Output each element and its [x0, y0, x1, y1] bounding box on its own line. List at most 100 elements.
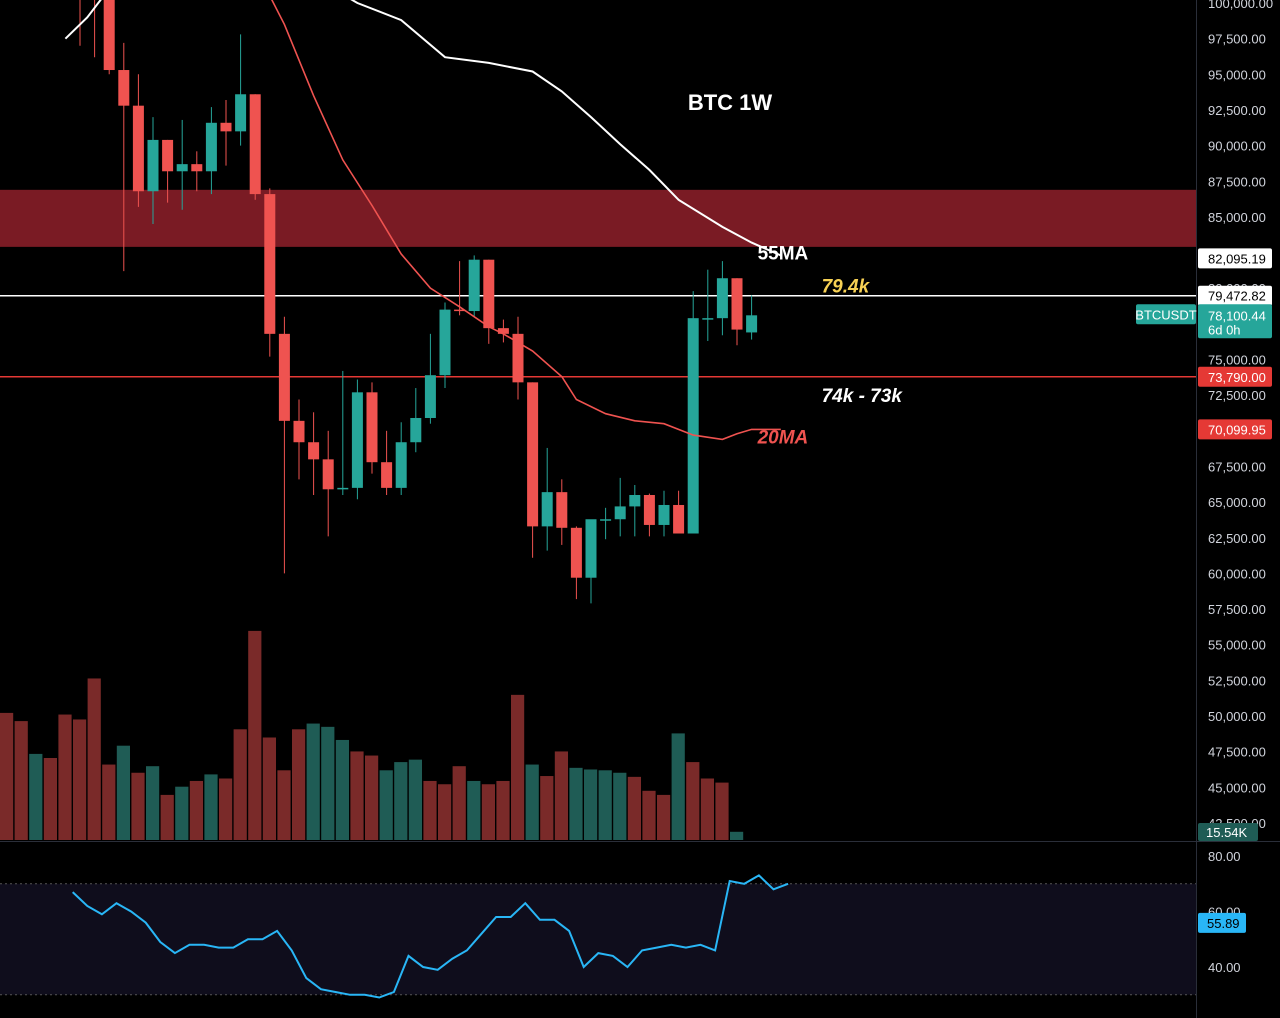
candle-body — [702, 318, 714, 320]
volume-bar — [467, 780, 481, 840]
price-tick-label: 45,000.00 — [1208, 780, 1266, 795]
level-tag-box — [1198, 366, 1272, 387]
candle-body — [147, 139, 159, 192]
candle-body — [468, 259, 480, 312]
volume-bar — [233, 729, 247, 840]
candle-body — [497, 328, 509, 334]
volume-bar — [58, 714, 72, 840]
volume-bars-layer — [0, 630, 744, 840]
price-tick-label: 72,500.00 — [1208, 388, 1266, 403]
level-tag-box — [1198, 285, 1272, 306]
volume-bar — [87, 678, 101, 840]
volume-bar — [408, 759, 422, 840]
candle-body — [570, 527, 582, 578]
annotations-layer: BTC 1W 55MA 79.4k 74k - 73k 20MA — [688, 90, 903, 449]
candle-body — [556, 492, 568, 528]
candle-body — [308, 442, 320, 460]
ma20-line — [271, 0, 781, 441]
volume-bar — [686, 762, 700, 840]
candle-body — [191, 164, 203, 172]
price-tick-label: 87,500.00 — [1208, 174, 1266, 189]
volume-bar — [204, 774, 218, 840]
rsi-band-background — [0, 883, 1196, 995]
volume-bar — [306, 723, 320, 840]
pane-separator — [0, 841, 1280, 842]
volume-tag: 15.54K — [1206, 825, 1248, 840]
volume-bar — [321, 726, 335, 840]
volume-bar — [379, 770, 393, 840]
current-price-box — [1198, 304, 1272, 339]
volume-bar — [73, 719, 87, 840]
candle-body — [746, 315, 758, 333]
candle-body — [439, 309, 451, 376]
candle-body — [614, 506, 626, 520]
current-price: 78,100.44 — [1208, 308, 1266, 323]
candle-body — [278, 333, 290, 421]
price-tick-label: 62,500.00 — [1208, 531, 1266, 546]
rsi-tick-label: 40.00 — [1208, 960, 1241, 975]
candle-body — [176, 164, 188, 172]
axis-border — [1196, 0, 1197, 1018]
volume-bar — [146, 766, 160, 840]
candle-body — [381, 462, 393, 488]
price-tick-label: 55,000.00 — [1208, 638, 1266, 653]
volume-bar — [613, 772, 627, 840]
price-tag: 82,095.19 — [1208, 251, 1266, 266]
price-tick-label: 100,000.00 — [1208, 0, 1273, 11]
price-tick-label: 52,500.00 — [1208, 673, 1266, 688]
level-tag: 79,472.82 — [1208, 289, 1266, 304]
candle-body — [351, 392, 363, 488]
candle-body — [424, 375, 436, 418]
volume-bar — [262, 737, 276, 840]
candle-body — [220, 122, 232, 132]
volume-bar — [102, 764, 116, 840]
volume-bar — [175, 786, 189, 840]
volume-bar — [598, 770, 612, 840]
volume-bar — [29, 753, 43, 840]
price-tag: 70,099.95 — [1208, 422, 1266, 437]
volume-bar — [160, 794, 174, 840]
candle-countdown: 6d 0h — [1208, 322, 1241, 337]
candle-body — [103, 0, 115, 71]
price-tags-layer: 82,095.19 70,099.95 79,472.82 73,790.00 78,1… — [1135, 248, 1272, 933]
candle-body — [673, 504, 685, 534]
annotation-label: 79.4k — [822, 276, 871, 297]
candle-body — [527, 382, 539, 527]
candle-body — [731, 278, 743, 330]
volume-bar — [525, 764, 539, 840]
volume-bar — [700, 778, 714, 840]
price-tick-label: 95,000.00 — [1208, 67, 1266, 82]
volume-bar — [730, 831, 744, 840]
chart-title: BTC 1W — [688, 90, 773, 115]
candle-body — [410, 417, 422, 443]
volume-bar — [642, 790, 656, 840]
candle-body — [512, 333, 524, 383]
price-tick-label: 50,000.00 — [1208, 709, 1266, 724]
price-tick-label: 75,000.00 — [1208, 353, 1266, 368]
volume-bar — [511, 694, 525, 840]
rsi-tick-label: 80.00 — [1208, 849, 1241, 864]
horizontal-levels-layer — [0, 294, 1196, 378]
price-tick-label: 97,500.00 — [1208, 32, 1266, 47]
moving-averages-layer — [64, 0, 782, 441]
candle-body — [541, 492, 553, 527]
volume-bar — [627, 776, 641, 840]
volume-bar — [423, 780, 437, 840]
resistance-zone-layer — [0, 189, 1196, 247]
volume-bar — [131, 772, 145, 840]
volume-bar — [438, 784, 452, 840]
volume-bar — [365, 755, 379, 840]
volume-bar — [481, 784, 495, 840]
price-tick-label: 85,000.00 — [1208, 210, 1266, 225]
candle-body — [293, 420, 305, 443]
candle-body — [395, 442, 407, 488]
level-tag: 73,790.00 — [1208, 370, 1266, 385]
volume-bar — [116, 745, 130, 840]
volume-bar — [496, 780, 510, 840]
volume-bar — [671, 733, 685, 840]
candle-body — [249, 94, 261, 195]
candle-body — [162, 139, 174, 172]
